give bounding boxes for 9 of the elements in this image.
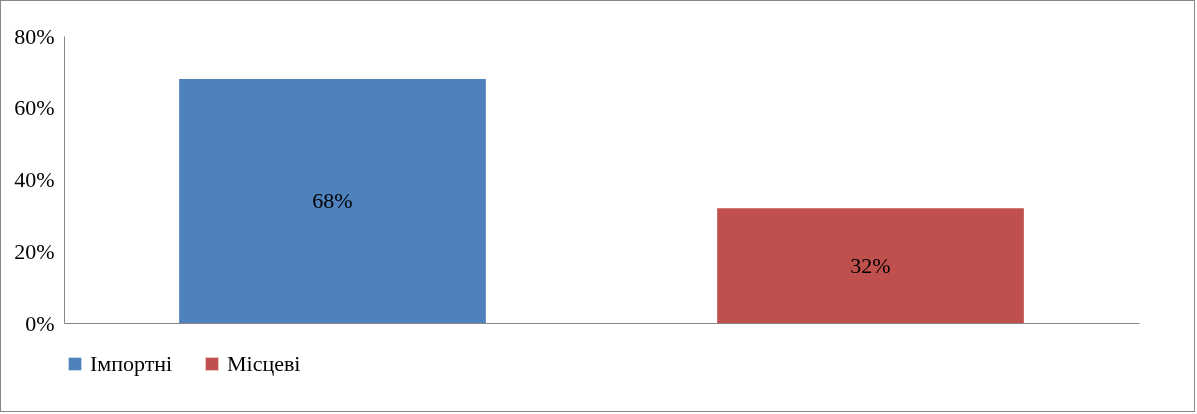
data-label: 32% xyxy=(850,252,891,278)
y-tick-label: 60% xyxy=(14,95,55,121)
y-tick-label: 80% xyxy=(14,23,55,49)
legend-label: Місцеві xyxy=(227,351,301,376)
y-tick-label: 0% xyxy=(25,310,55,336)
legend-label: Імпортні xyxy=(90,351,173,376)
y-tick-label: 20% xyxy=(14,238,55,264)
data-label: 68% xyxy=(312,188,353,214)
y-tick-label: 40% xyxy=(14,167,55,192)
